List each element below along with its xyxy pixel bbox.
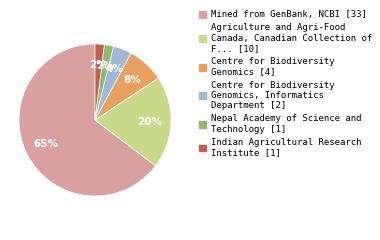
Wedge shape — [95, 46, 131, 120]
Legend: Mined from GenBank, NCBI [33], Agriculture and Agri-Food
Canada, Canadian Collec: Mined from GenBank, NCBI [33], Agricultu… — [198, 9, 373, 158]
Text: 4%: 4% — [106, 64, 124, 74]
Wedge shape — [95, 53, 158, 120]
Wedge shape — [19, 44, 156, 196]
Text: 65%: 65% — [33, 139, 59, 149]
Wedge shape — [95, 78, 171, 166]
Wedge shape — [95, 44, 105, 120]
Text: 8%: 8% — [123, 75, 141, 84]
Text: 2%: 2% — [90, 60, 107, 70]
Text: 2%: 2% — [96, 61, 114, 71]
Text: 20%: 20% — [137, 117, 162, 127]
Wedge shape — [95, 45, 114, 120]
